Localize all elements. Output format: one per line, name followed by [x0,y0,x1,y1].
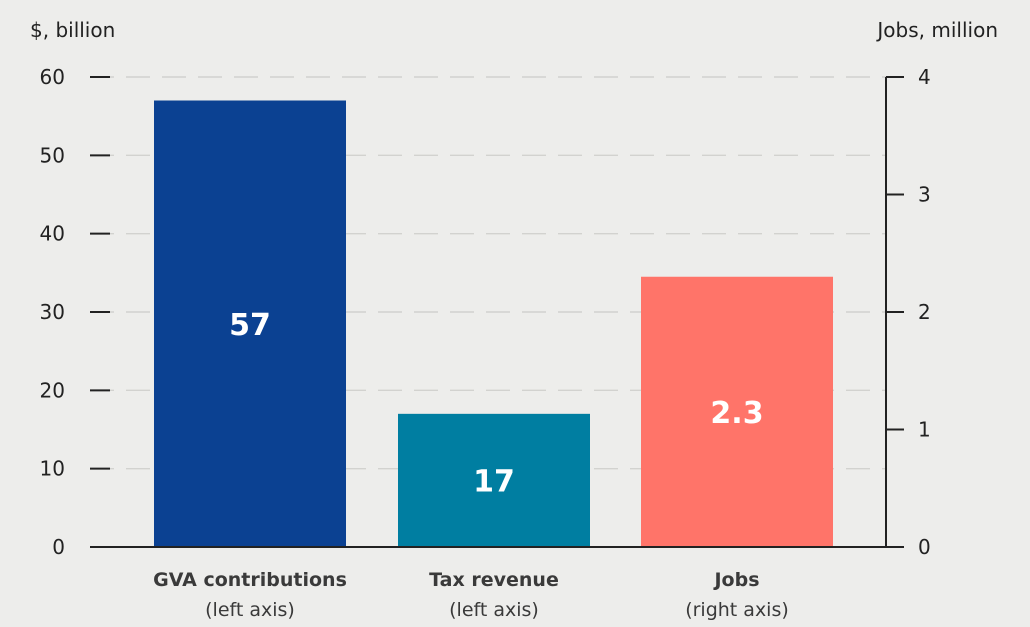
left-tick-label-60: 60 [40,65,65,89]
right-tick-label-4: 4 [918,65,931,89]
data-label-tax-revenue: 17 [473,464,515,499]
category-label-gva-contributions: GVA contributions [153,569,347,591]
left-tick-label-40: 40 [40,222,65,246]
left-tick-label-0: 0 [52,535,65,559]
bar-tax-revenue [398,413,590,547]
left-axis-unit-label: $, billion [30,18,115,42]
category-label-tax-revenue: Tax revenue [429,569,559,591]
bars [154,100,833,547]
right-axis-unit-label: Jobs, million [875,18,998,42]
left-tick-label-20: 20 [40,378,65,402]
left-tick-label-10: 10 [40,457,65,481]
right-tick-label-1: 1 [918,418,931,442]
right-tick-label-2: 2 [918,300,931,324]
labels: 0 10 20 30 40 50 60 0 1 2 3 4 57 GVA contributions (le… [40,65,931,621]
category-axis-note-gva-contributions: (left axis) [205,599,295,621]
data-label-jobs: 2.3 [710,396,763,431]
category-label-jobs: Jobs [712,569,759,591]
right-tick-label-3: 3 [918,183,931,207]
axes [90,76,904,548]
category-axis-note-tax-revenue: (left axis) [449,599,539,621]
left-tick-label-30: 30 [40,300,65,324]
bar-gva-contributions [154,100,346,547]
bar-jobs [641,276,833,547]
data-label-gva-contributions: 57 [229,308,271,343]
right-tick-label-0: 0 [918,535,931,559]
left-tick-label-50: 50 [40,143,65,167]
category-axis-note-jobs: (right axis) [685,599,789,621]
